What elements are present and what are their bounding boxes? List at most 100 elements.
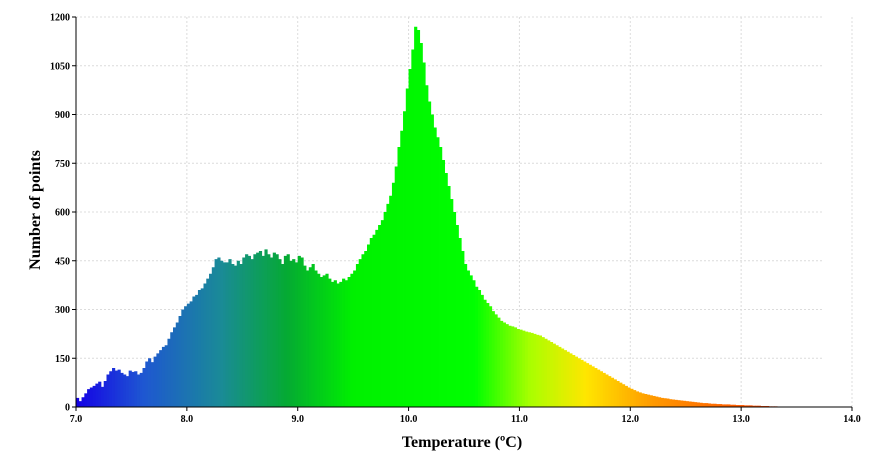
histogram-bar (112, 368, 116, 407)
histogram-bar (261, 255, 265, 408)
histogram-bar (206, 278, 210, 408)
histogram-bar (209, 273, 213, 407)
x-tick-label: 12.0 (622, 414, 640, 425)
histogram-bar (610, 377, 615, 407)
histogram-bar (655, 396, 659, 407)
histogram-bar (616, 381, 620, 407)
x-tick-label: 10.0 (400, 414, 418, 425)
histogram-bar (630, 388, 634, 407)
histogram-bar (231, 264, 235, 407)
x-tick-label: 8.0 (181, 414, 194, 425)
histogram-bar (724, 404, 728, 407)
histogram-bar (342, 278, 346, 408)
histogram-bar (752, 405, 756, 407)
histogram-bar (84, 393, 88, 407)
y-tick-label: 1050 (50, 61, 70, 72)
histogram-bar (256, 252, 260, 408)
histogram-bar (145, 361, 149, 407)
histogram-bar (87, 389, 91, 408)
histogram-bar (275, 254, 279, 407)
histogram-bar (530, 332, 534, 407)
histogram-bar (286, 254, 290, 407)
histogram-bar (444, 173, 448, 407)
y-tick-labels: 0 150 300 450 600 750 900 1050 1200 (50, 13, 70, 414)
histogram-bar (427, 101, 432, 407)
histogram-bar (358, 259, 362, 408)
histogram-bar (408, 69, 412, 407)
histogram-bar (289, 260, 293, 407)
histogram-bar (705, 403, 709, 407)
histogram-bar (195, 294, 199, 408)
histogram-bar (513, 327, 518, 408)
histogram-bar (613, 379, 617, 408)
x-tick-label: 7.0 (70, 414, 83, 425)
histogram-bar (361, 254, 365, 407)
histogram-bar (378, 225, 382, 407)
histogram-bar (624, 385, 628, 408)
histogram-bar (339, 281, 343, 408)
y-tick-label: 1200 (50, 13, 70, 24)
histogram-bar (245, 254, 249, 407)
histogram-bar (281, 264, 285, 407)
histogram-bar (741, 405, 745, 407)
histogram-bar (264, 249, 268, 408)
y-tick-label: 150 (55, 354, 70, 365)
histogram-bar (536, 334, 540, 407)
histogram-bar (572, 355, 576, 407)
histogram-bar (466, 270, 470, 407)
histogram-bar (707, 403, 712, 407)
histogram-bar (749, 405, 753, 408)
histogram-bar (660, 397, 664, 407)
histogram-bar (649, 395, 653, 407)
histogram-bar (214, 259, 218, 408)
y-tick-label: 900 (55, 110, 70, 121)
histogram-bar (303, 265, 307, 408)
histogram-bar (439, 147, 443, 407)
x-tick-label: 11.0 (511, 414, 528, 425)
histogram-bar (411, 49, 415, 407)
histogram-bar (558, 346, 562, 408)
histogram-bar (605, 374, 609, 407)
histogram-bar (170, 332, 174, 407)
histogram-bar (458, 238, 462, 407)
histogram-bar (103, 381, 107, 407)
histogram-bar (300, 257, 304, 407)
y-tick-label: 300 (55, 305, 70, 316)
histogram-bar (292, 259, 296, 408)
histogram-bar (394, 166, 398, 407)
y-tick-label: 450 (55, 256, 70, 267)
bars (76, 26, 778, 408)
histogram-bar (386, 203, 390, 407)
y-tick-label: 0 (65, 403, 70, 414)
histogram-bar (222, 262, 227, 408)
histogram-bar (403, 111, 407, 407)
histogram-bar (197, 290, 202, 407)
histogram-bar (372, 234, 376, 407)
histogram-bar (566, 351, 570, 407)
histogram-bar (621, 384, 626, 407)
histogram-bar (516, 329, 520, 407)
histogram-bar (350, 273, 354, 407)
histogram-bar (120, 372, 124, 408)
histogram-bar (627, 387, 631, 407)
histogram-bar (272, 252, 276, 408)
histogram-bar (233, 265, 238, 408)
histogram-bar (691, 401, 695, 407)
histogram-bar (330, 281, 335, 408)
histogram-bar (646, 394, 651, 407)
histogram-bar (297, 255, 301, 408)
histogram-bar (336, 283, 340, 407)
histogram-bar (225, 262, 229, 408)
histogram-bar (142, 368, 146, 407)
histogram-bar (583, 361, 587, 407)
histogram-bar (519, 329, 523, 407)
histogram-bar (270, 257, 274, 407)
histogram-bar (441, 160, 445, 407)
histogram-bar (367, 244, 371, 407)
histogram-bar (109, 371, 113, 407)
histogram-bar (242, 257, 246, 407)
histogram-bar (716, 404, 720, 407)
histogram-bar (159, 350, 163, 408)
histogram-bar (344, 280, 348, 407)
